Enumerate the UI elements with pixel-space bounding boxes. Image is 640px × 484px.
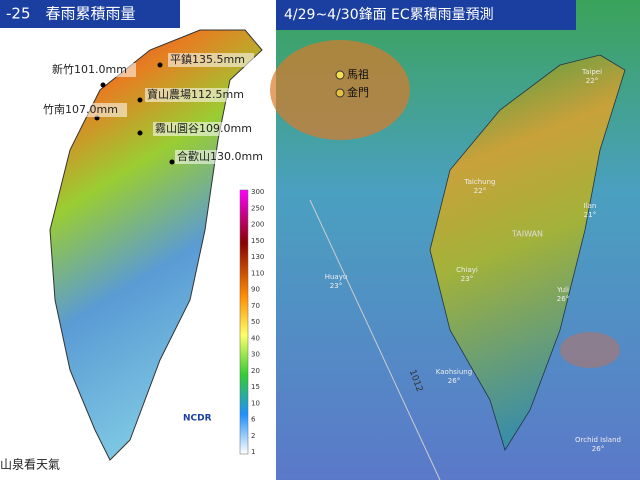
city-temp: 26° (592, 445, 604, 453)
right-title: 4/29~4/30鋒面 EC累積雨量預測 (284, 7, 494, 23)
label-bg (175, 150, 261, 164)
city-name: Taichung (464, 178, 496, 186)
legend-bar (239, 189, 249, 455)
station-dot (137, 97, 143, 103)
city-temp: 21° (584, 211, 596, 219)
footer: 山泉看天氣 (0, 458, 60, 472)
city-temp: 23° (330, 282, 342, 290)
legend-tick: 110 (251, 269, 264, 277)
island-label: 馬祖 (347, 67, 369, 81)
city-temp: 23° (461, 275, 473, 283)
label-bg (168, 53, 254, 67)
legend-tick: 40 (251, 334, 260, 342)
label-bg (41, 103, 127, 117)
legend-tick: 15 (251, 383, 260, 391)
city-name: Chiayi (456, 266, 478, 274)
city-name: Ilan (584, 202, 597, 210)
city-temp: 22° (474, 187, 486, 195)
station-label: 平鎮135.5mm (170, 52, 245, 66)
legend-tick: 1 (251, 448, 255, 456)
city-temp: 26° (448, 377, 460, 385)
label-bg (50, 63, 136, 77)
legend-tick: 250 (251, 204, 264, 212)
taiwan-map (429, 54, 626, 451)
legend-tick: 130 (251, 253, 264, 261)
title-bg (276, 0, 576, 30)
city-name: Orchid Island (575, 436, 621, 444)
legend-tick: 200 (251, 221, 264, 229)
station-dot (137, 130, 143, 136)
island-label: 金門 (347, 85, 369, 99)
legend-tick: 300 (251, 188, 264, 196)
left-title: -25 春雨累積雨量 (6, 5, 136, 23)
city-temp: 22° (586, 77, 598, 85)
legend-tick: 70 (251, 302, 260, 310)
legend-tick: 2 (251, 432, 255, 440)
city-name: Yuli (556, 286, 569, 294)
legend-tick: 50 (251, 318, 260, 326)
station-label: 竹南107.0mm (43, 102, 118, 116)
station-dot (169, 159, 175, 165)
logo: NCDR (183, 414, 212, 424)
rain-area (560, 332, 620, 368)
island-marker (335, 88, 345, 98)
isobar-line (309, 199, 441, 481)
station-label: 寶山農場112.5mm (147, 87, 244, 101)
label-bg (145, 88, 231, 102)
city-name: Kaohsiung (436, 368, 472, 376)
station-dot (100, 82, 106, 88)
city-temp: 26° (557, 295, 569, 303)
legend-tick: 10 (251, 399, 260, 407)
station-dot (157, 62, 163, 68)
island-marker (335, 70, 345, 80)
station-label: 霧山圓谷109.0mm (155, 122, 252, 135)
legend-tick: 20 (251, 367, 260, 375)
station-label: 合歡山130.0mm (177, 149, 263, 163)
legend-tick: 150 (251, 237, 264, 245)
legend-tick: 90 (251, 286, 260, 294)
label-bg (153, 122, 239, 136)
city-name: Huayu (325, 273, 348, 281)
city-name: Taipei (581, 68, 602, 76)
land-label: TAIWAN (511, 230, 543, 239)
title-bg (0, 0, 180, 28)
legend-tick: 30 (251, 351, 260, 359)
station-label: 新竹101.0mm (52, 62, 127, 76)
legend-tick: 6 (251, 416, 256, 424)
